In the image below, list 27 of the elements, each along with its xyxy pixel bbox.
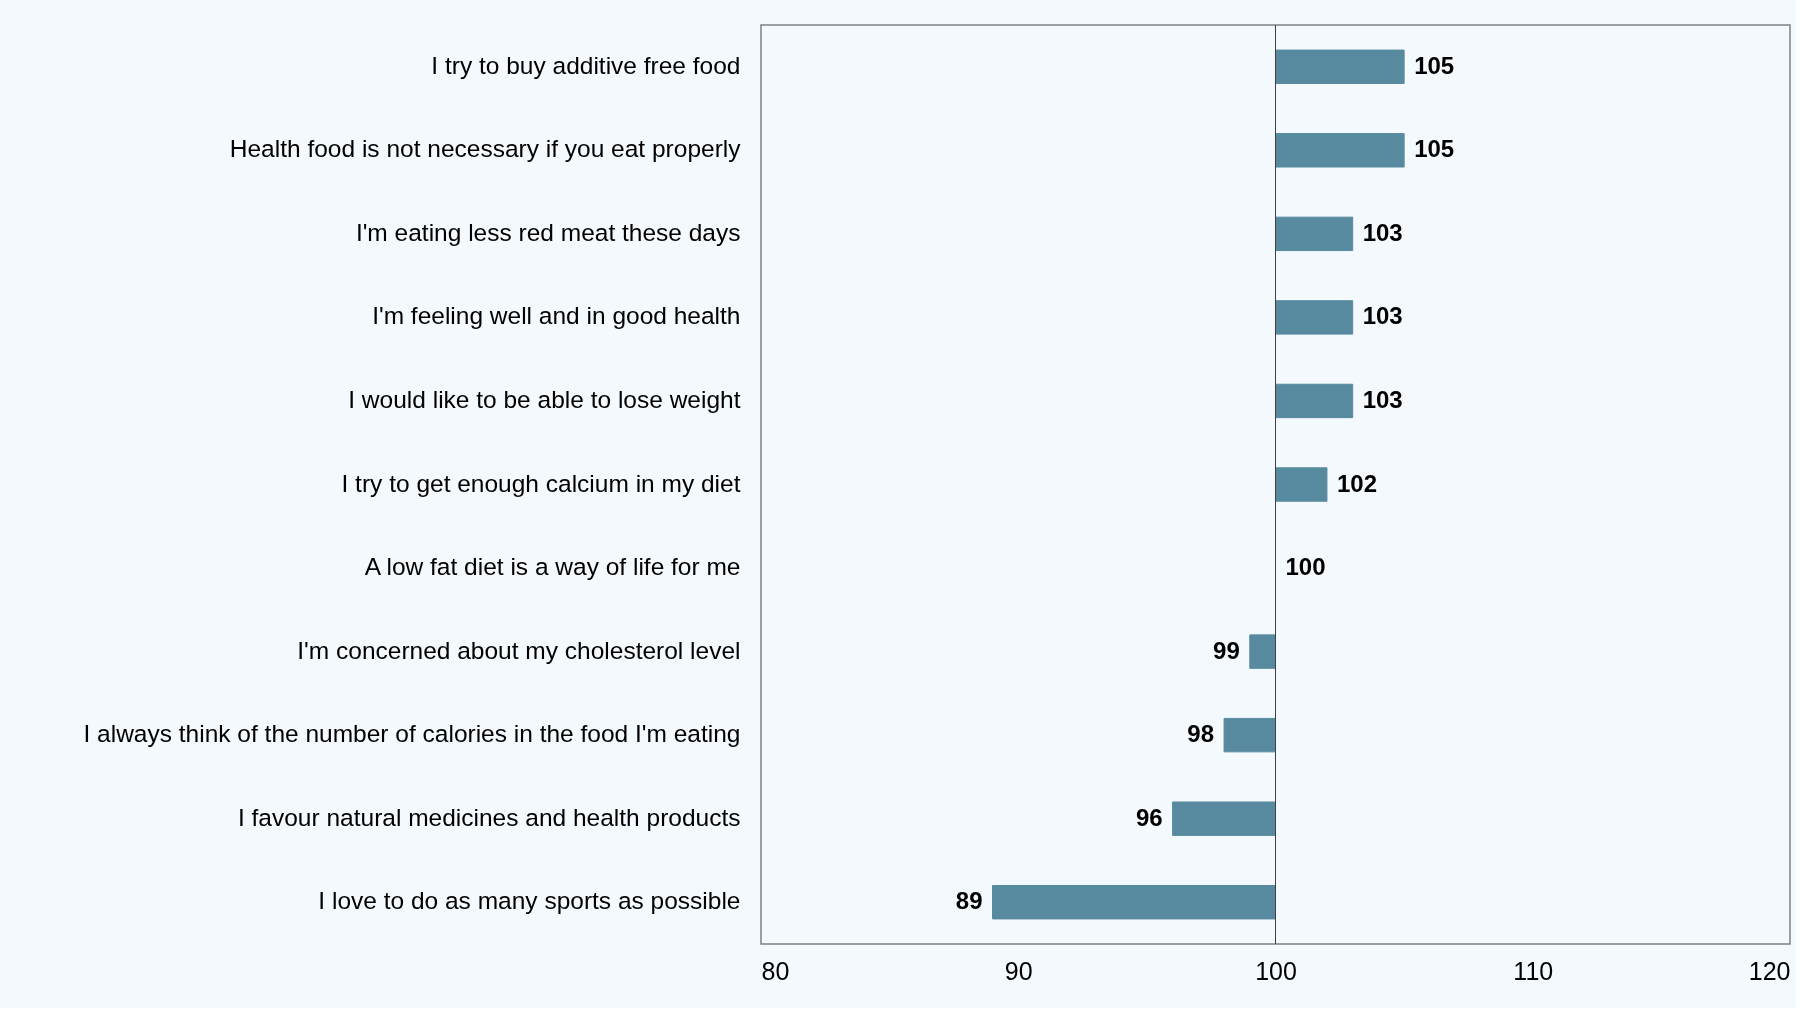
data-label: 102 (1336, 469, 1377, 497)
data-label: 96 (1135, 803, 1163, 831)
x-tick-label: 90 (1004, 956, 1033, 985)
y-tick-label: I try to get enough calcium in my diet (341, 469, 741, 497)
y-tick-label: I would like to be able to lose weight (348, 385, 741, 413)
y-tick-label: I always think of the number of calories in the food I'm eating (83, 720, 741, 748)
y-tick-label: I'm eating less red meat these days (355, 218, 741, 246)
y-tick-label: I favour natural medicines and health products (237, 803, 741, 831)
y-tick-label: I'm concerned about my cholesterol level (297, 636, 741, 664)
data-label: 100 (1285, 553, 1326, 581)
data-label: 103 (1362, 302, 1403, 330)
y-tick-label: A low fat diet is a way of life for me (364, 553, 741, 581)
y-tick-label: Health food is not necessary if you eat properly (229, 135, 742, 163)
x-tick-label: 120 (1748, 956, 1791, 985)
data-label: 103 (1362, 385, 1403, 413)
data-label: 103 (1362, 218, 1403, 246)
data-label: 99 (1213, 636, 1240, 664)
x-tick-label: 110 (1513, 956, 1554, 985)
y-tick-label: I'm feeling well and in good health (372, 302, 741, 330)
x-tick-label: 100 (1255, 956, 1297, 985)
data-label: 105 (1414, 51, 1455, 79)
y-tick-label: I try to buy additive free food (431, 51, 741, 79)
x-tick-label: 80 (761, 956, 790, 985)
data-label: 98 (1187, 720, 1215, 748)
y-tick-label: I love to do as many sports as possible (318, 887, 741, 915)
data-label: 89 (955, 887, 983, 915)
data-label: 105 (1414, 135, 1455, 163)
